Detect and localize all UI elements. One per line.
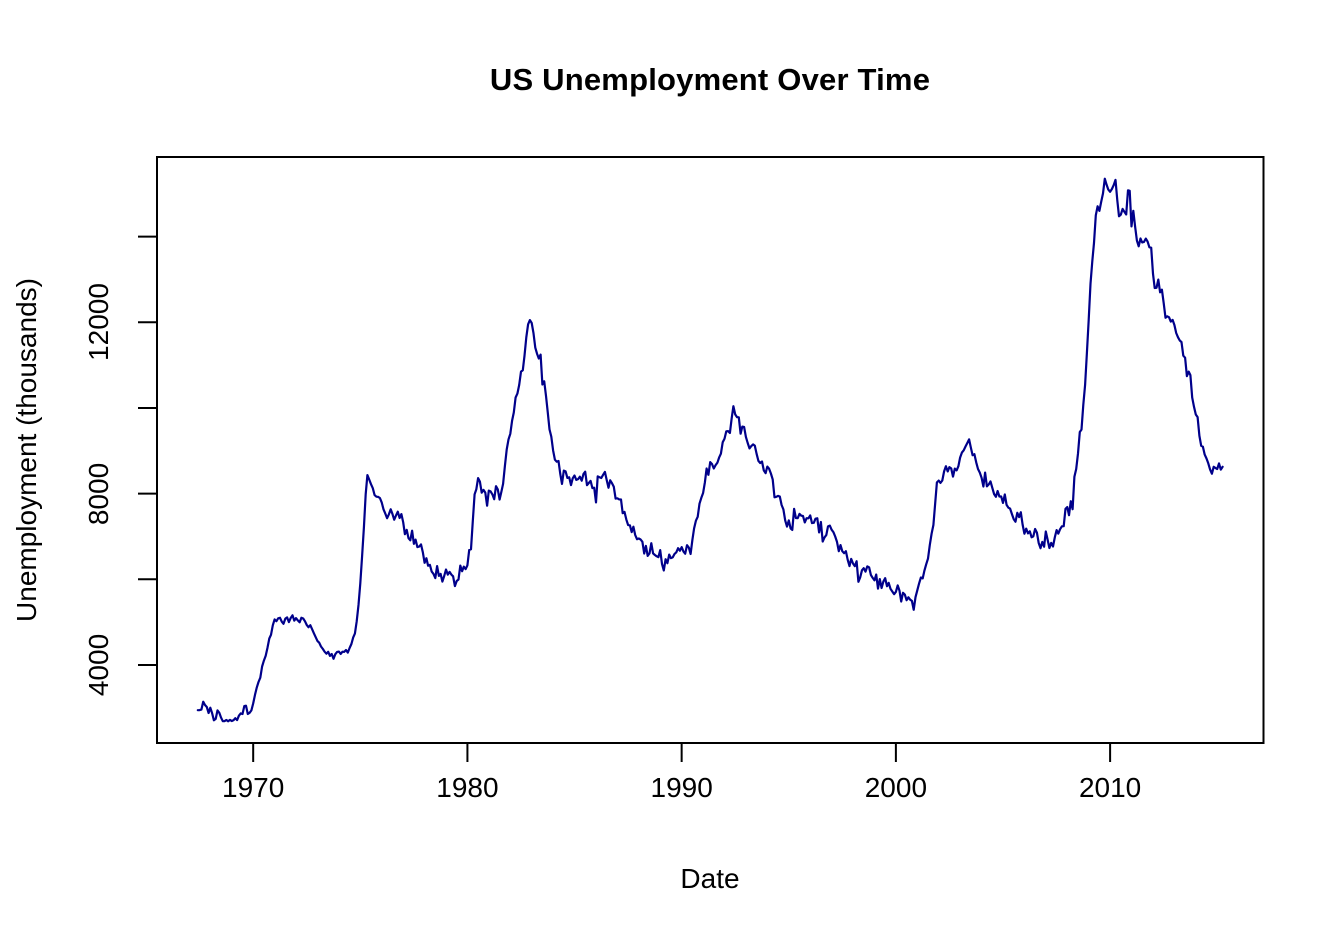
x-tick-label: 1980 xyxy=(436,772,499,803)
plot-box xyxy=(156,156,1265,744)
y-tick-label: 8000 xyxy=(83,462,114,525)
x-tick-label: 2000 xyxy=(864,772,928,803)
x-axis-title: Date xyxy=(680,863,740,894)
unemployment-line-series xyxy=(196,177,1224,723)
x-tick-label: 1990 xyxy=(650,772,713,803)
y-tick-label: 12000 xyxy=(83,283,114,362)
y-axis-title: Unemployment (thousands) xyxy=(11,278,42,622)
chart-title: US Unemployment Over Time xyxy=(489,62,931,97)
x-tick-label: 2010 xyxy=(1078,772,1142,803)
x-tick-label: 1970 xyxy=(222,772,285,803)
y-tick-label: 4000 xyxy=(83,633,114,697)
